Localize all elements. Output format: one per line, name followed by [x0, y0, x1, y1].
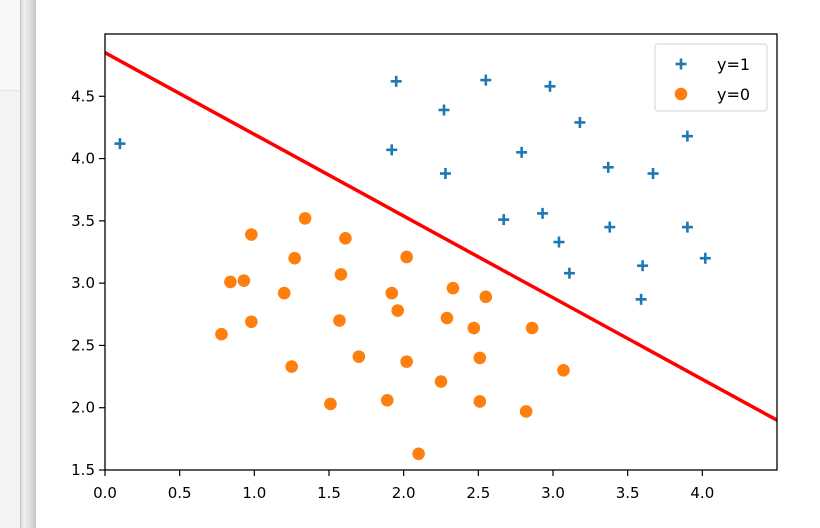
legend-box	[654, 43, 768, 112]
decision-boundary-line	[105, 50, 777, 423]
x-tick-label: 1.5	[317, 484, 341, 502]
data-point-plus	[647, 168, 659, 180]
legend: y=1 y=0	[654, 43, 768, 112]
x-tick-label: 2.0	[392, 484, 416, 502]
data-point-circle	[224, 275, 237, 289]
data-point-circle	[446, 281, 460, 295]
y-tick-label: 4.0	[71, 150, 95, 168]
data-point-circle	[400, 250, 413, 264]
x-tick-label: 4.0	[690, 484, 714, 502]
data-point-plus	[114, 138, 126, 150]
x-tick-label: 1.0	[242, 484, 266, 502]
data-point-circle	[391, 304, 404, 317]
data-point-circle	[237, 274, 251, 287]
data-point-circle	[333, 314, 346, 327]
left-panel-header	[0, 0, 20, 91]
plot-frame	[104, 33, 778, 471]
y-tick-label: 4.5	[71, 87, 95, 105]
data-point-plus	[386, 144, 398, 156]
data-point-plus	[537, 207, 549, 219]
data-point-plus	[699, 252, 711, 264]
x-tick-label: 2.5	[466, 484, 490, 502]
data-point-circle	[519, 405, 533, 418]
data-point-circle	[412, 447, 425, 461]
data-point-circle	[334, 268, 348, 281]
data-point-circle	[339, 231, 352, 245]
data-point-circle	[298, 212, 312, 225]
y-tick-label: 3.5	[71, 212, 95, 230]
legend-marker-plus	[675, 58, 687, 70]
data-point-plus	[602, 161, 614, 173]
data-point-circle	[245, 228, 258, 241]
data-point-plus	[498, 214, 510, 226]
data-point-circle	[285, 360, 298, 373]
data-point-plus	[480, 74, 492, 86]
data-point-circle	[557, 364, 570, 377]
data-point-circle	[467, 321, 481, 335]
data-point-plus	[553, 236, 565, 248]
legend-label: y=0	[717, 85, 750, 104]
data-point-circle	[380, 393, 394, 407]
data-point-circle	[288, 251, 301, 265]
x-tick-label: 0.0	[93, 484, 117, 502]
left-panel	[0, 0, 20, 528]
data-point-plus	[635, 293, 647, 305]
data-point-circle	[352, 350, 366, 363]
legend-label: y=1	[717, 55, 750, 74]
data-point-circle	[277, 286, 291, 300]
x-tick-label: 0.5	[168, 484, 192, 502]
data-point-plus	[544, 80, 556, 92]
data-point-plus	[681, 130, 693, 142]
data-point-circle	[245, 315, 258, 329]
data-point-circle	[324, 397, 337, 411]
data-point-plus	[439, 168, 451, 180]
data-point-circle	[473, 351, 487, 365]
data-point-circle	[400, 355, 413, 368]
legend-marker-circle	[674, 87, 688, 101]
data-point-plus	[637, 260, 649, 272]
data-point-plus	[516, 146, 528, 158]
series-y-0	[215, 212, 570, 461]
x-tick-label: 3.0	[541, 484, 565, 502]
data-point-circle	[434, 375, 448, 388]
y-tick-label: 1.5	[71, 461, 95, 479]
data-point-circle	[479, 290, 493, 304]
y-tick-label: 2.0	[71, 399, 95, 417]
panel-splitter[interactable]	[20, 0, 37, 528]
data-point-plus	[563, 267, 575, 279]
plot-layer	[105, 50, 777, 461]
data-point-circle	[440, 311, 454, 325]
data-point-circle	[385, 286, 399, 300]
y-tick-label: 3.0	[71, 274, 95, 292]
data-point-plus	[681, 221, 693, 233]
y-tick-label: 2.5	[71, 336, 95, 354]
data-point-plus	[574, 116, 586, 128]
data-point-plus	[390, 75, 402, 87]
series-y-1	[114, 74, 711, 305]
data-point-circle	[215, 327, 228, 341]
data-point-circle	[525, 321, 539, 335]
data-point-plus	[604, 221, 616, 233]
data-point-plus	[438, 104, 450, 116]
x-tick-label: 3.5	[616, 484, 640, 502]
data-point-circle	[473, 395, 487, 408]
axes-layer: 0.0 0.5 1.0 1.5 2.0 2.5 3.0 3.5 4.0 1.5 2.0 2.5 3.0 3…	[71, 33, 778, 502]
